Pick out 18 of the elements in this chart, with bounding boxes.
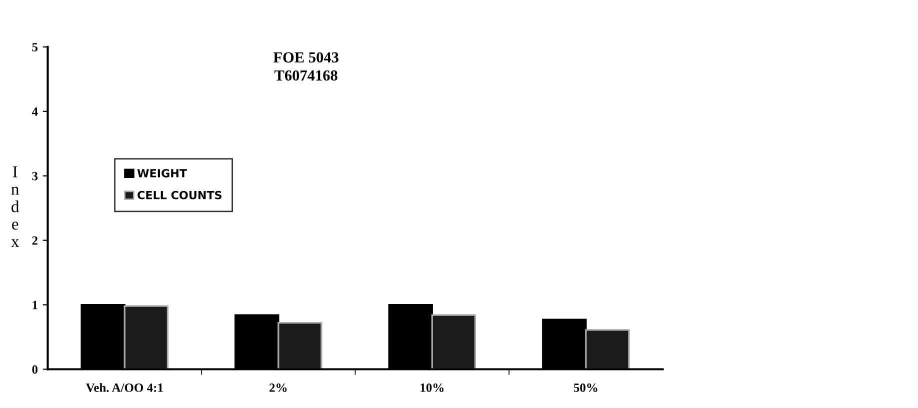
y-tick-label: 1 [32, 300, 38, 310]
legend-label: CELL COUNTS [138, 190, 222, 200]
bar [278, 322, 322, 370]
x-tick-label: 50% [574, 383, 598, 392]
y-tick-label: 0 [32, 365, 38, 374]
bar [124, 305, 169, 370]
bar [585, 329, 630, 370]
y-axis-title: Index [11, 166, 20, 247]
legend-label: WEIGHT [137, 169, 187, 178]
x-tick-label: 2% [270, 383, 287, 392]
y-tick-label: 3 [32, 172, 38, 180]
bar [431, 314, 476, 370]
y-tick-label: 5 [32, 43, 38, 52]
x-tick-label: Veh. A/OO 4:1 [86, 383, 163, 392]
x-tick-label: 10% [420, 383, 444, 392]
text: FOE 5043 T6074168 [273, 52, 338, 81]
y-tick-label: 4 [32, 107, 38, 116]
y-tick-label: 2 [32, 236, 38, 245]
